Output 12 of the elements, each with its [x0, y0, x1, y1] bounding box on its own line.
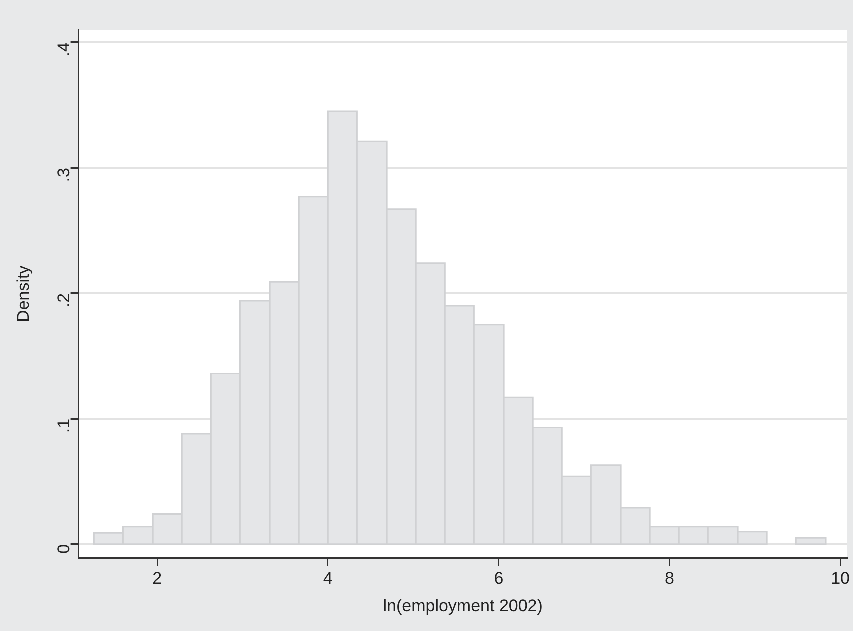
y-tick-label: .2	[54, 293, 74, 308]
x-tick-label: 10	[831, 569, 850, 588]
y-tick-label: .1	[54, 418, 74, 434]
x-tick-label: 2	[152, 569, 162, 588]
x-tick-label: 4	[323, 569, 333, 588]
x-tick-label: 6	[494, 569, 504, 588]
y-axis-title: Density	[14, 265, 33, 322]
x-axis-title: ln(employment 2002)	[383, 596, 543, 616]
x-tick-label: 8	[665, 569, 674, 588]
y-tick-label: 0	[54, 544, 74, 554]
y-tick-label: .4	[54, 42, 74, 57]
y-tick-label: .3	[54, 168, 74, 182]
